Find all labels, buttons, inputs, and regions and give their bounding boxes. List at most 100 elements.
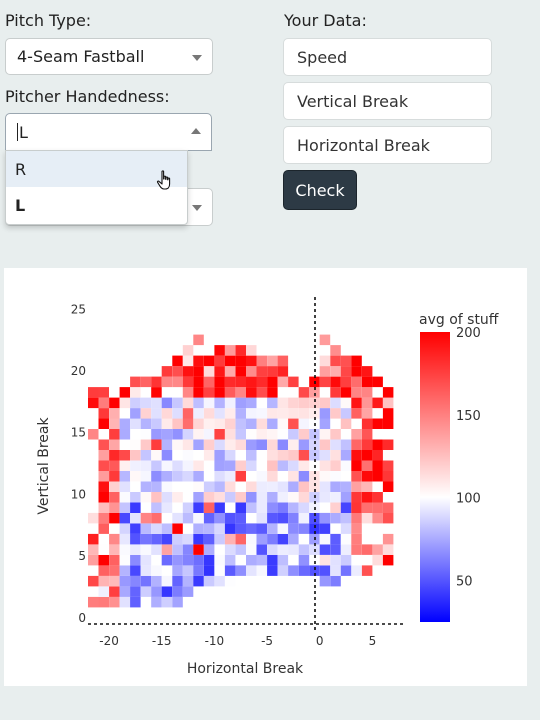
heatmap-cell [224,533,236,545]
heatmap-cell [88,512,99,524]
heatmap-cell [288,502,299,513]
heatmap-cell [203,450,215,461]
heatmap-cell [372,450,383,461]
heatmap-cell [351,450,362,461]
heatmap-cell [382,439,394,450]
heatmap-cell [256,366,267,377]
heatmap-cell [319,429,331,440]
heatmap-cell [351,355,362,367]
heatmap-cell [151,533,162,545]
heatmap-cell [256,471,267,482]
heatmap-cell [203,575,215,587]
heatmap-cell [298,471,310,482]
heatmap-cell [224,429,236,440]
heatmap-cell [140,544,152,555]
heatmap-cell [109,596,120,608]
heatmap-cell [246,345,257,356]
speed-input[interactable]: Speed [283,38,492,76]
heatmap-cell [98,492,109,503]
plot-card: -20 -15 -10 -5 0 5 0 5 10 15 20 25 Horizontal Brea… [4,268,527,686]
heatmap-cell [109,492,120,503]
heatmap-cell [256,387,267,398]
heatmap-cell [246,387,257,398]
heatmap-cell [172,418,183,429]
heatmap-cell [340,523,352,534]
chevron-down-icon [192,54,202,61]
heatmap-cell [182,502,194,513]
heatmap-cell [340,481,352,492]
heatmap-cell [109,408,120,419]
heatmap-cell [298,523,310,534]
heatmap-cell [119,397,131,409]
heatmap-cell [214,450,225,461]
heatmap-cell [214,355,225,367]
heatmap-cell [267,355,278,367]
heatmap-cell [372,471,383,482]
heatmap-cell [130,554,141,566]
heatmap-cell [130,408,141,419]
heatmap-cell [309,481,320,492]
heatmap-cell [182,366,194,377]
heatmap-cell [330,502,341,513]
hand-cursor-icon [156,170,171,190]
heatmap-cell [130,397,141,409]
heatmap-cell [256,355,267,367]
heatmap-cell [109,544,120,555]
heatmap-cell [98,450,109,461]
heatmap-cell [203,355,215,367]
heatmap-cell [98,471,109,482]
heatmap-cell [224,355,236,367]
heatmap-cell [98,523,109,534]
heatmap-cell [182,533,194,545]
heatmap-cell [382,544,394,555]
heatmap-cell [98,586,109,597]
chevron-up-icon [191,128,201,134]
handedness-select[interactable]: L [5,113,212,151]
heatmap-cell [119,523,131,534]
heatmap-cell [267,481,278,492]
heatmap-cell [361,460,373,471]
heatmap-cell [319,397,331,409]
heatmap-cell [351,533,362,545]
heatmap-cell [361,512,373,524]
heatmap-cell [119,554,131,566]
heatmap-cell [382,512,394,524]
heatmap-cell [277,366,289,377]
heatmap-cell [382,408,394,419]
heatmap-cell [288,397,299,409]
heatmap-cell [98,418,109,429]
heatmap-cell [88,575,99,587]
option-r[interactable]: R [6,151,187,187]
colorbar-tick-label: 200 [456,326,481,341]
heatmap-cell [277,481,289,492]
heatmap-cell [182,355,194,367]
heatmap-cell [130,418,141,429]
heatmap-cell [98,460,109,471]
heatmap-cell [151,376,162,388]
heatmap-cell [267,429,278,440]
heatmap-cell [182,397,194,409]
check-button[interactable]: Check [283,170,357,210]
pitch-type-select[interactable]: 4-Seam Fastball [5,38,213,75]
heatmap-cell [330,575,341,587]
heatmap-cell [88,429,99,440]
heatmap-cell [372,376,383,388]
heatmap-cell [256,533,267,545]
heatmap-cell [351,460,362,471]
heatmap-cell [267,408,278,419]
option-l[interactable]: L [15,195,26,215]
heatmap-cell [109,429,120,440]
vertical-break-input[interactable]: Vertical Break [283,82,492,120]
heatmap-cell [193,408,204,419]
heatmap-cell [151,492,162,503]
heatmap-cell [246,565,257,576]
heatmap-cell [351,376,362,388]
heatmap-cell [340,512,352,524]
heatmap-cell [119,565,131,576]
horizontal-break-input[interactable]: Horizontal Break [283,126,492,164]
heatmap-cell [382,481,394,492]
heatmap-cell [172,376,183,388]
heatmap-cell [256,439,267,450]
x-tick-label: 0 [316,634,324,648]
heatmap-cell [203,565,215,576]
